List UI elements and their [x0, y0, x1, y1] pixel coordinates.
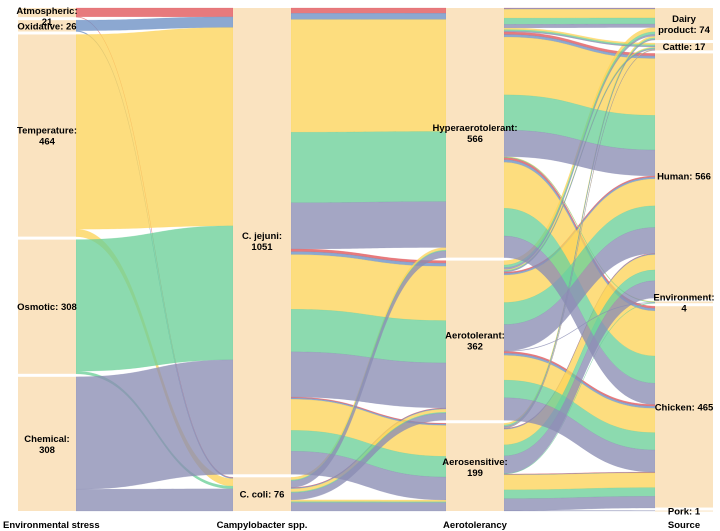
- flow-link-temp-to-chick: [503, 472, 656, 491]
- flow-link-temp-to-dairy: [503, 9, 656, 19]
- node-label-chick: Chicken: 465: [655, 402, 714, 413]
- flow-link-chem-to-jej: [75, 359, 234, 490]
- flow-link-osm-to-dairy: [503, 17, 656, 25]
- flow-link-chem-to-dairy: [503, 23, 656, 29]
- node-label-pork: Pork: 1: [668, 506, 701, 517]
- node-jej: [233, 8, 291, 475]
- node-oxi: [18, 20, 76, 32]
- column-title-source: Source: [668, 520, 700, 531]
- flow-link-atm-to-hyper: [290, 7, 447, 14]
- column-title-stress: Environmental stress: [3, 520, 100, 531]
- flow-link-oxi-to-hyper: [290, 13, 447, 20]
- node-label-temp: Temperature: 464: [17, 126, 77, 148]
- flow-link-chem-to-chick: [503, 496, 656, 511]
- node-label-oxi: Oxidative: 26: [17, 21, 76, 32]
- column-title-species: Campylobacter spp.: [217, 520, 308, 531]
- node-label-aeros: Aerosensitive: 199: [442, 457, 507, 479]
- node-label-human: Human: 566: [657, 171, 711, 182]
- flow-link-temp-to-hyper: [290, 19, 447, 133]
- node-cattle: [655, 43, 713, 51]
- node-label-hyper: Hyperaerotolerant: 566: [433, 123, 518, 145]
- node-label-env: Environment: 4: [653, 292, 714, 314]
- flow-link-chem-to-dairy: [503, 38, 656, 428]
- flow-link-atm-to-jej: [75, 7, 234, 18]
- nodes: [18, 8, 713, 512]
- node-chem: [18, 376, 76, 511]
- node-label-cattle: Cattle: 17: [663, 42, 706, 53]
- flow-link-temp-to-aeros: [290, 499, 447, 502]
- node-label-osm: Osmotic: 308: [17, 302, 77, 313]
- node-dairy: [655, 8, 713, 41]
- node-temp: [18, 34, 76, 237]
- flow-link-chem-to-aeros: [290, 502, 447, 512]
- column-titles: Environmental stress Campylobacter spp. Ae…: [3, 520, 700, 531]
- flow-link-temp-to-jej: [75, 27, 234, 230]
- node-chick: [655, 306, 713, 508]
- node-label-aerot: Aerotolerant: 362: [445, 330, 505, 352]
- node-atm: [18, 8, 76, 18]
- node-label-coli: C. coli: 76: [240, 490, 285, 501]
- node-hyper: [446, 8, 504, 258]
- node-aeros: [446, 423, 504, 511]
- node-pork: [655, 510, 713, 512]
- node-coli: [233, 477, 291, 511]
- node-human: [655, 53, 713, 299]
- flow-link-osm-to-hyper: [290, 131, 447, 203]
- flow-link-osm-to-jej: [75, 225, 234, 372]
- node-label-jej: C. jejuni: 1051: [242, 231, 282, 253]
- node-label-chem: Chemical: 308: [24, 434, 69, 456]
- column-title-aero: Aerotolerancy: [443, 520, 508, 531]
- node-aerot: [446, 260, 504, 421]
- flow-links: [75, 7, 656, 512]
- flow-link-chem-to-coli: [75, 488, 234, 512]
- flow-link-chem-to-hyper: [290, 201, 447, 250]
- node-label-atm: Atmospheric: 21: [16, 6, 77, 28]
- node-osm: [18, 239, 76, 374]
- node-label-dairy: Dairy product: 74: [658, 14, 710, 36]
- node-env: [655, 301, 713, 304]
